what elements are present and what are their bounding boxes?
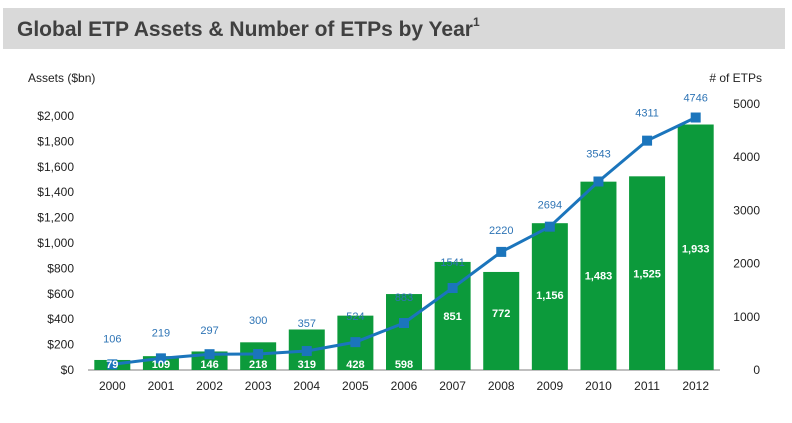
asset-value-label-2003: 218 <box>249 359 267 371</box>
x-tick-2006: 2006 <box>391 379 418 393</box>
x-tick-2002: 2002 <box>196 379 223 393</box>
etp-marker-2000 <box>107 359 118 370</box>
title-footnote: 1 <box>472 15 480 29</box>
etp-marker-2002 <box>204 349 215 360</box>
y-left-tick-7: $1,400 <box>37 185 74 199</box>
y-left-tick-3: $600 <box>47 287 74 301</box>
x-tick-2007: 2007 <box>439 379 466 393</box>
y-left-tick-1: $200 <box>47 338 74 352</box>
chart-title: Global ETP Assets & Number of ETPs by Ye… <box>17 15 480 41</box>
asset-value-label-2008: 772 <box>492 308 510 320</box>
etp-count-label-2011: 4311 <box>635 108 659 120</box>
x-tick-2003: 2003 <box>245 379 272 393</box>
etp-count-label-2006: 883 <box>395 292 413 304</box>
asset-value-label-2002: 146 <box>200 359 218 371</box>
asset-value-label-2000: 79 <box>106 359 118 371</box>
asset-value-label-2001: 109 <box>152 359 170 371</box>
x-tick-2000: 2000 <box>99 379 126 393</box>
y-left-tick-5: $1,000 <box>37 236 74 250</box>
etp-count-label-2012: 4746 <box>683 93 707 105</box>
x-tick-2010: 2010 <box>585 379 612 393</box>
y-axis-right-title: # of ETPs <box>709 71 762 85</box>
etp-count-label-2007: 1541 <box>440 257 464 269</box>
etp-count-label-2009: 2694 <box>538 200 562 212</box>
x-tick-2011: 2011 <box>634 379 660 393</box>
etp-marker-2005 <box>350 337 361 348</box>
asset-value-label-2011: 1,525 <box>633 268 661 280</box>
etp-count-label-2008: 2220 <box>489 225 513 237</box>
etp-marker-2010 <box>593 176 604 187</box>
y-right-tick-0: 0 <box>753 363 760 377</box>
etp-marker-2006 <box>399 318 409 329</box>
etp-count-label-2000: 106 <box>103 333 121 345</box>
y-left-tick-8: $1,600 <box>37 160 74 174</box>
etp-marker-2011 <box>642 135 653 146</box>
x-tick-2001: 2001 <box>148 379 175 393</box>
y-right-tick-4: 4000 <box>733 150 760 164</box>
x-tick-2009: 2009 <box>536 379 563 393</box>
asset-value-label-2007: 851 <box>443 311 461 323</box>
y-left-tick-6: $1,200 <box>37 211 74 225</box>
asset-bar-2006 <box>386 294 422 370</box>
etp-count-label-2010: 3543 <box>586 149 610 161</box>
y-right-tick-3: 3000 <box>733 203 760 217</box>
asset-value-label-2005: 428 <box>346 359 364 371</box>
etp-marker-2009 <box>544 221 555 232</box>
chart-header: Global ETP Assets & Number of ETPs by Ye… <box>3 8 785 49</box>
y-left-tick-2: $400 <box>47 312 74 326</box>
x-tick-2008: 2008 <box>488 379 515 393</box>
asset-bar-2011 <box>629 176 666 370</box>
asset-value-label-2012: 1,933 <box>682 244 710 256</box>
etp-count-label-2005: 524 <box>346 311 364 323</box>
asset-bar-2009 <box>531 223 568 370</box>
x-tick-2005: 2005 <box>342 379 369 393</box>
asset-value-label-2009: 1,156 <box>536 290 564 302</box>
y-right-tick-2: 2000 <box>733 257 760 271</box>
asset-value-label-2006: 598 <box>395 359 413 371</box>
asset-value-label-2010: 1,483 <box>585 271 613 283</box>
etp-marker-2003 <box>253 349 264 360</box>
y-right-tick-5: 5000 <box>733 97 760 111</box>
etp-count-label-2001: 219 <box>152 327 170 339</box>
x-tick-2012: 2012 <box>682 379 709 393</box>
etp-count-label-2002: 297 <box>200 325 218 337</box>
y-left-tick-0: $0 <box>61 363 75 377</box>
etp-marker-2007 <box>447 283 458 294</box>
x-tick-2004: 2004 <box>293 379 320 393</box>
etp-count-label-2003: 300 <box>249 315 267 327</box>
etp-marker-2008 <box>496 246 507 257</box>
y-right-tick-1: 1000 <box>733 310 760 324</box>
etp-count-label-2004: 357 <box>298 318 316 330</box>
y-left-tick-9: $1,800 <box>37 134 74 148</box>
asset-bar-2012 <box>677 124 714 370</box>
asset-bar-2008 <box>483 271 520 370</box>
y-left-tick-4: $800 <box>47 261 74 275</box>
etp-marker-2004 <box>301 346 312 357</box>
asset-value-label-2004: 319 <box>298 359 316 371</box>
asset-bar-2010 <box>580 181 617 370</box>
y-axis-left-title: Assets ($bn) <box>28 71 95 85</box>
etp-marker-2001 <box>155 353 166 364</box>
y-left-tick-10: $2,000 <box>37 109 74 123</box>
etp-marker-2012 <box>690 112 701 123</box>
